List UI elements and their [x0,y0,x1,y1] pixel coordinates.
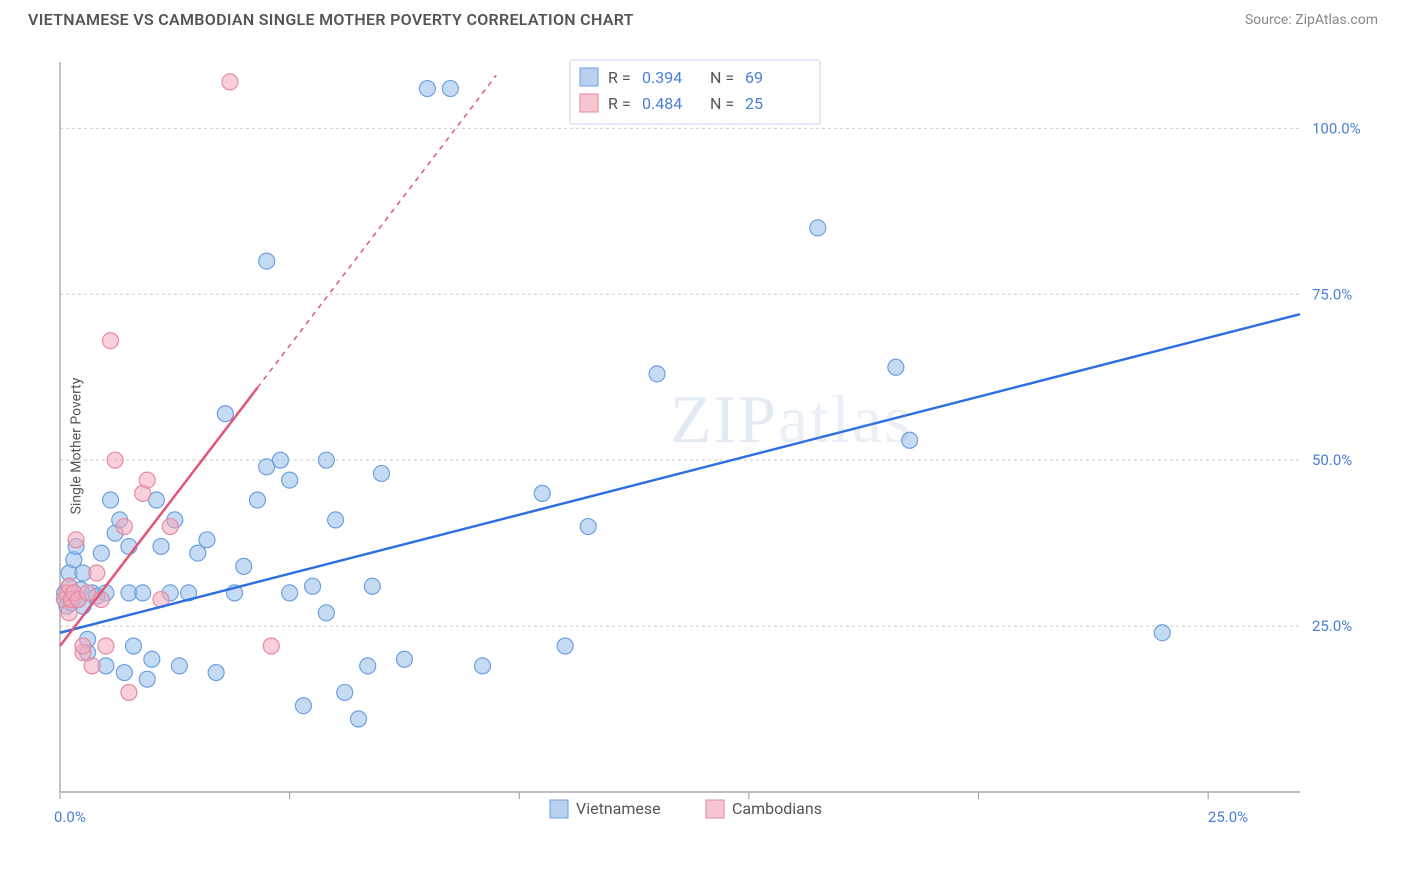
data-point [75,638,91,654]
data-point [902,432,918,448]
y-tick-label: 100.0% [1312,119,1361,137]
legend-swatch [706,800,724,818]
legend-r-label: R = [608,94,631,113]
data-point [337,684,353,700]
data-point [295,698,311,714]
scatter-chart: 25.0% 50.0% 75.0% 100.0% 0.0% 25.0% R = 0.394 N … [50,44,1380,834]
y-tick-label: 25.0% [1312,617,1352,635]
legend-series-label: Vietnamese [576,799,661,818]
data-point [139,671,155,687]
data-point [810,220,826,236]
data-point [121,684,137,700]
data-point [396,651,412,667]
data-point [89,565,105,581]
legend-swatch [580,68,598,86]
data-point [199,532,215,548]
data-point [153,538,169,554]
data-point [649,366,665,382]
data-point [282,585,298,601]
legend-series-label: Cambodians [732,799,822,818]
x-tick-label: 0.0% [54,808,86,826]
chart-svg: 25.0% 50.0% 75.0% 100.0% 0.0% 25.0% R = 0.394 N … [50,44,1380,834]
data-point [318,605,334,621]
legend-n-label: N = [710,68,734,87]
data-point [222,74,238,90]
data-point [171,658,187,674]
y-tick-label: 50.0% [1312,451,1352,469]
data-point [98,638,114,654]
data-point [103,333,119,349]
legend-n-value: 25 [745,94,763,113]
legend-swatch [550,800,568,818]
data-point [259,253,275,269]
legend-r-value: 0.484 [642,94,682,113]
series-legend: Vietnamese Cambodians [550,799,822,818]
data-point [208,665,224,681]
data-point [580,519,596,535]
data-point [68,532,84,548]
data-point [475,658,491,674]
data-point [236,558,252,574]
data-point [217,406,233,422]
data-point [1154,625,1170,641]
data-point [328,512,344,528]
data-point [272,452,288,468]
data-point [360,658,376,674]
data-point [282,472,298,488]
data-point [116,665,132,681]
source-attribution: Source: ZipAtlas.com [1245,12,1378,28]
data-point [93,545,109,561]
legend-n-label: N = [710,94,734,113]
data-point [249,492,265,508]
data-point [139,472,155,488]
chart-title: VIETNAMESE VS CAMBODIAN SINGLE MOTHER PO… [28,10,634,29]
data-point [888,359,904,375]
data-point [364,578,380,594]
data-point [373,465,389,481]
trend-line [60,314,1300,633]
data-point [162,519,178,535]
data-point [84,658,100,674]
legend-n-value: 69 [745,68,763,87]
data-point [116,519,132,535]
legend-r-label: R = [608,68,631,87]
data-point [419,81,435,97]
data-point [318,452,334,468]
data-point [125,638,141,654]
data-point [557,638,573,654]
legend-r-value: 0.394 [642,68,682,87]
data-point [442,81,458,97]
trend-line-extrapolated [257,75,496,387]
data-point [103,492,119,508]
data-point [107,452,123,468]
y-tick-label: 75.0% [1312,285,1352,303]
data-point [144,651,160,667]
data-point [351,711,367,727]
data-point [135,585,151,601]
x-tick-label: 25.0% [1208,808,1248,826]
data-point [263,638,279,654]
data-point [534,485,550,501]
legend-swatch [580,94,598,112]
data-point [121,538,137,554]
data-point [305,578,321,594]
